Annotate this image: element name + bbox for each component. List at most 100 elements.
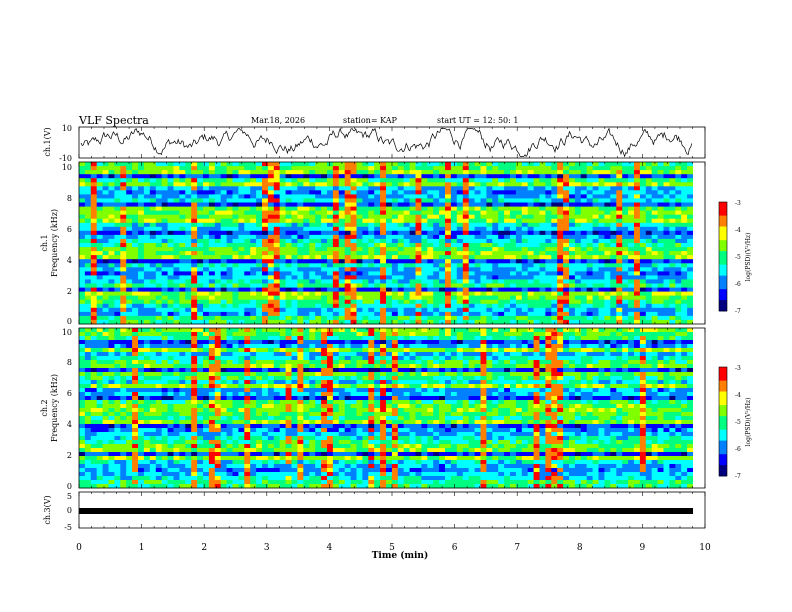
spectrogram-cell xyxy=(102,303,109,309)
spectrogram-cell xyxy=(515,247,523,252)
spectrogram-cell xyxy=(551,218,558,224)
spectrogram-cell xyxy=(102,352,109,357)
spectrogram-cell xyxy=(203,279,210,284)
spectrogram-cell xyxy=(273,263,281,268)
spectrogram-cell xyxy=(262,311,269,317)
spectrogram-cell xyxy=(427,218,434,224)
spectrogram-cell xyxy=(687,234,694,240)
spectrogram-cell xyxy=(102,247,109,252)
spectrogram-cell xyxy=(521,174,529,179)
spectrogram-cell xyxy=(687,299,694,305)
spectrogram-cell xyxy=(279,190,286,195)
spectrogram-cell xyxy=(456,186,464,191)
spectrogram-cell xyxy=(208,291,216,297)
spectrogram-cell xyxy=(79,202,86,207)
spectrogram-cell xyxy=(155,356,163,361)
spectrogram-cell xyxy=(681,190,688,195)
spectrogram-cell xyxy=(149,400,157,405)
spectrogram-cell xyxy=(439,287,446,293)
spectrogram-cell xyxy=(220,194,227,199)
spectrogram-cell xyxy=(628,295,635,301)
spectrogram-cell xyxy=(161,315,168,321)
spectrogram-cell xyxy=(143,408,151,413)
spectrogram-cell xyxy=(681,315,688,321)
spectrogram-cell xyxy=(149,480,157,485)
spectrogram-cell xyxy=(226,275,233,280)
spectrogram-cell xyxy=(321,214,328,220)
spectrogram-cell xyxy=(179,376,186,381)
spectrogram-cell xyxy=(321,271,328,276)
spectrogram-cell xyxy=(84,388,92,393)
spectrogram-cell xyxy=(79,336,86,341)
spectrogram-cell xyxy=(604,234,611,240)
spectrogram-cell xyxy=(143,202,151,207)
spectrogram-cell xyxy=(445,238,452,244)
spectrogram-cell xyxy=(321,194,328,199)
spectrogram-cell xyxy=(610,230,617,236)
spectrogram-cell xyxy=(197,202,204,207)
spectrogram-cell xyxy=(675,255,682,260)
spectrogram-cell xyxy=(203,218,210,224)
spectrogram-cell xyxy=(386,319,393,325)
spectrogram-cell xyxy=(285,230,292,236)
spectrogram-cell xyxy=(592,214,599,220)
spectrogram-cell xyxy=(226,190,233,195)
spectrogram-cell xyxy=(675,170,682,175)
spectrogram-cell xyxy=(344,315,351,321)
spectrogram-cell xyxy=(539,234,546,240)
spectrogram-cell xyxy=(415,238,422,244)
spectrogram-cell xyxy=(445,222,452,228)
spectrogram-cell xyxy=(539,226,546,232)
spectrogram-cell xyxy=(108,178,115,183)
spectrogram-cell xyxy=(126,315,133,321)
spectrogram-cell xyxy=(132,234,139,240)
spectrogram-cell xyxy=(232,275,239,280)
spectrogram-cell xyxy=(102,388,109,393)
spectrogram-cell xyxy=(439,170,446,175)
spectrogram-cell xyxy=(256,206,263,212)
spectrogram-cell xyxy=(84,190,92,195)
spectrogram-cell xyxy=(480,198,487,203)
spectrogram-cell xyxy=(498,170,505,175)
spectrogram-cell xyxy=(79,376,86,381)
spectrogram-cell xyxy=(604,166,611,171)
spectrogram-cell xyxy=(515,222,523,228)
spectrogram-cell xyxy=(563,247,570,252)
spectrogram-cell xyxy=(580,315,588,321)
spectrogram-cell xyxy=(262,279,269,284)
spectrogram-cell xyxy=(533,166,540,171)
spectrogram-cell xyxy=(574,206,582,212)
spectrogram-cell xyxy=(480,174,487,179)
spectrogram-cell xyxy=(616,202,623,207)
spectrogram-cell xyxy=(486,238,493,244)
spectrogram-cell xyxy=(179,222,186,228)
spectrogram-cell xyxy=(96,315,103,321)
spectrogram-cell xyxy=(415,234,422,240)
spectrogram-cell xyxy=(143,336,151,341)
spectrogram-cell xyxy=(238,222,245,228)
spectrogram-cell xyxy=(96,299,103,305)
spectrogram-cell xyxy=(120,420,127,425)
spectrogram-cell xyxy=(167,484,174,489)
spectrogram-cell xyxy=(515,210,523,216)
spectrogram-cell xyxy=(84,303,92,309)
spectrogram-cell xyxy=(167,202,174,207)
spectrogram-cell xyxy=(108,307,115,313)
spectrogram-cell xyxy=(474,186,481,191)
spectrogram-cell xyxy=(527,283,534,288)
spectrogram-cell xyxy=(498,271,505,276)
spectrogram-cell xyxy=(604,247,611,252)
spectrogram-cell xyxy=(533,186,540,191)
spectrogram-cell xyxy=(173,307,180,313)
spectrogram-cell xyxy=(391,202,399,207)
spectrogram-cell xyxy=(96,190,103,195)
spectrogram-cell xyxy=(421,283,428,288)
spectrogram-cell xyxy=(309,194,316,199)
colorbar-cell xyxy=(719,202,727,206)
spectrogram-cell xyxy=(350,279,357,284)
spectrogram-cell xyxy=(450,186,458,191)
spectrogram-cell xyxy=(126,303,133,309)
spectrogram-cell xyxy=(586,206,593,212)
spectrogram-cell xyxy=(391,287,399,293)
spectrogram-cell xyxy=(197,222,204,228)
